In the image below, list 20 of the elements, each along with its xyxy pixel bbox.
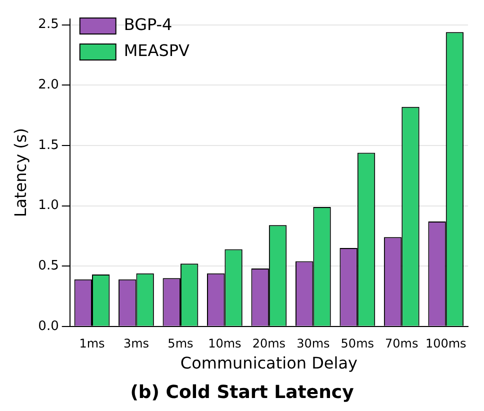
x-tick-label: 50ms [340,336,374,351]
y-tick-label: 1.5 [38,138,59,153]
x-tick-label: 30ms [296,336,330,351]
legend-label: BGP-4 [124,15,172,34]
x-tick-label: 100ms [425,336,466,351]
x-tick-label: 5ms [168,336,194,351]
y-tick-label: 2.0 [38,78,59,93]
x-tick-label: 1ms [79,336,105,351]
y-axis-title: Latency (s) [10,128,30,218]
text: (b) Cold Start Latency [129,382,355,403]
y-tick-label: 1.0 [38,198,59,214]
x-axis-title: Communication Delay [180,354,358,373]
y-tick-label: 0.0 [38,318,59,334]
legend-label: MEASPV [124,41,190,60]
x-tick-label: 10ms [208,336,242,351]
y-tick-label: 2.5 [38,17,59,32]
y-tick-label: 0.5 [38,258,59,274]
x-tick-label: 3ms [123,336,150,351]
x-tick-label: 20ms [252,336,286,351]
x-tick-label: 70ms [385,336,418,351]
